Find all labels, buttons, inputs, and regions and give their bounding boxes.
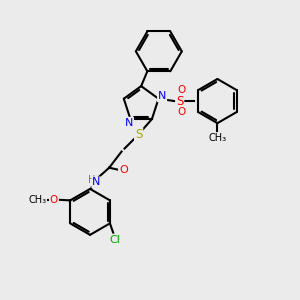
Text: CH₃: CH₃ bbox=[28, 195, 46, 205]
Text: S: S bbox=[176, 94, 183, 108]
Text: Cl: Cl bbox=[109, 235, 120, 244]
Text: CH₃: CH₃ bbox=[208, 133, 226, 143]
Text: S: S bbox=[135, 128, 142, 141]
Text: O: O bbox=[119, 165, 128, 175]
Text: H: H bbox=[88, 176, 95, 185]
Text: N: N bbox=[92, 177, 101, 188]
Text: O: O bbox=[177, 107, 185, 117]
Text: O: O bbox=[50, 195, 58, 205]
Text: N: N bbox=[125, 118, 133, 128]
Text: O: O bbox=[177, 85, 185, 95]
Text: N: N bbox=[158, 92, 166, 101]
